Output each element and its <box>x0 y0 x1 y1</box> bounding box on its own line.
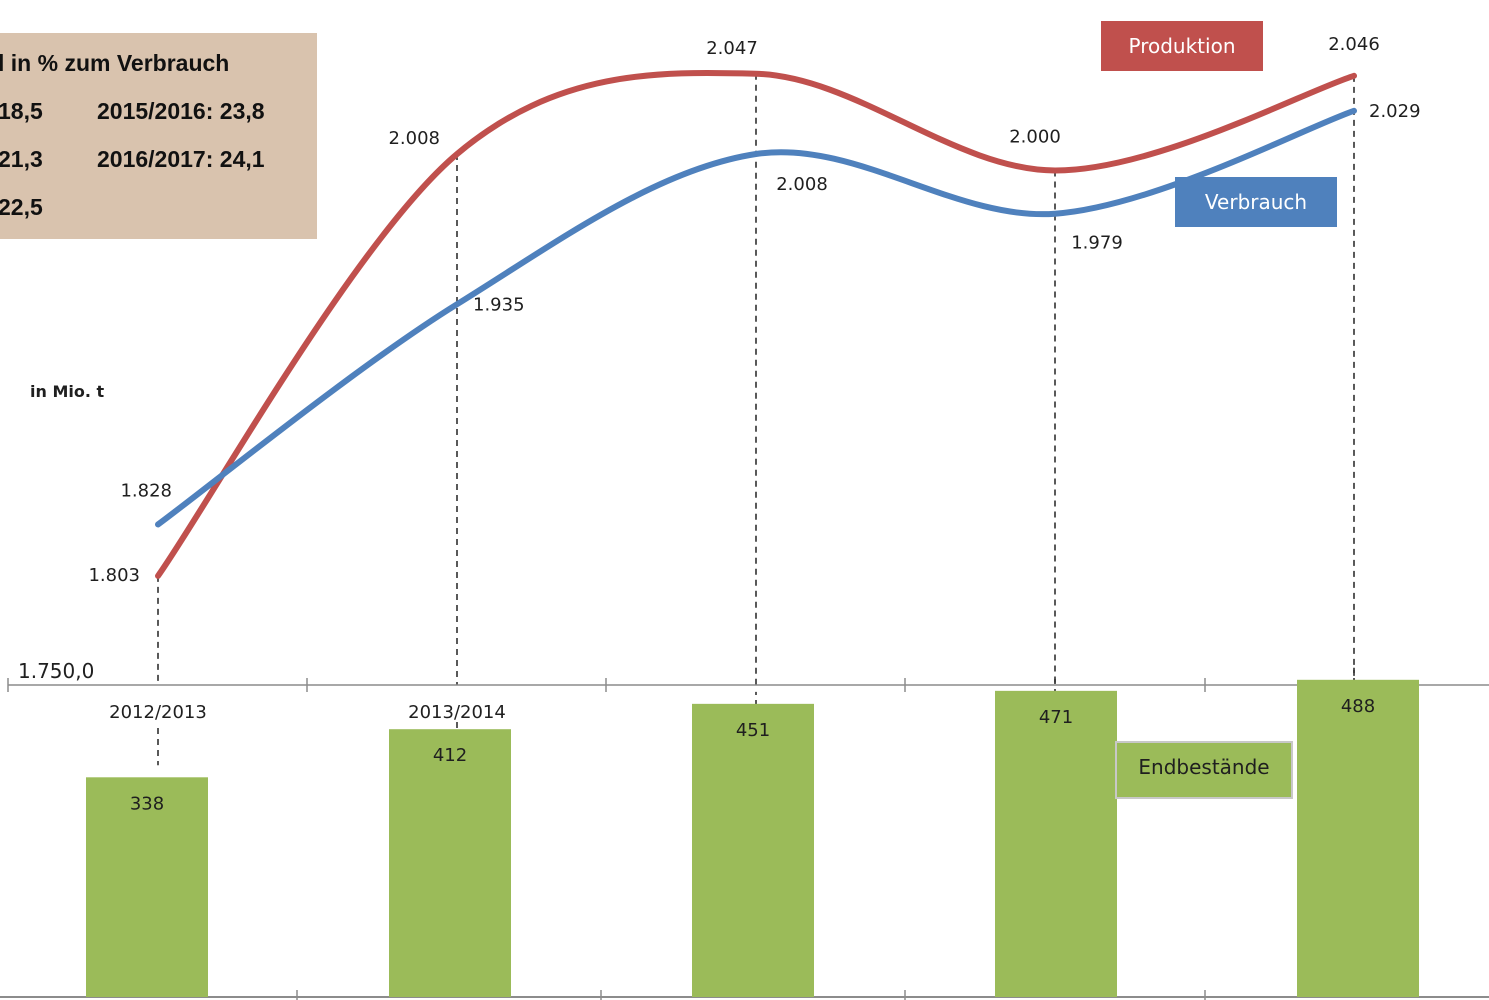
info-item-2014: 22,5 <box>0 194 43 220</box>
share-info-box: l in % zum Verbrauch 18,5 21,3 22,5 2015… <box>0 33 317 239</box>
data-label: 2.046 <box>1328 34 1380 55</box>
data-label: 1.803 <box>88 565 140 586</box>
legend-verbrauch: Verbrauch <box>1175 177 1337 227</box>
data-label: 2.000 <box>1009 126 1061 147</box>
info-box-title: l in % zum Verbrauch <box>0 50 230 76</box>
info-item-2012: 18,5 <box>0 98 43 124</box>
y-axis-label: in Mio. t <box>30 382 104 401</box>
info-item-2013: 21,3 <box>0 146 43 172</box>
data-label: 2.029 <box>1369 101 1421 122</box>
bar <box>389 729 511 997</box>
data-label: 2.047 <box>706 38 758 59</box>
data-label: 2.008 <box>776 174 828 195</box>
x-tick-label: 2012/2013 <box>109 702 207 723</box>
bar-label: 412 <box>433 745 467 766</box>
y-axis-min-label: 1.750,0 <box>18 659 94 683</box>
bar-label: 471 <box>1039 707 1073 728</box>
bar <box>86 777 208 997</box>
svg-text:Produktion: Produktion <box>1129 34 1236 58</box>
svg-text:Verbrauch: Verbrauch <box>1205 190 1307 214</box>
data-label: 2.008 <box>388 128 440 149</box>
bar <box>995 690 1117 997</box>
data-label: 1.979 <box>1071 233 1123 254</box>
x-tick-label: 2013/2014 <box>408 702 506 723</box>
bar-label: 338 <box>130 793 164 814</box>
info-item-2016: 2016/2017: 24,1 <box>97 146 265 172</box>
bar-label: 488 <box>1341 696 1375 717</box>
legend-produktion: Produktion <box>1101 21 1263 71</box>
legend-endbestaende: Endbestände <box>1115 741 1293 799</box>
data-label: 1.828 <box>120 480 172 501</box>
svg-text:Endbestände: Endbestände <box>1138 755 1269 779</box>
series-line-produktion <box>155 69 1357 579</box>
info-item-2015: 2015/2016: 23,8 <box>97 98 265 124</box>
data-label: 1.935 <box>473 294 525 315</box>
bar <box>692 703 814 997</box>
series-line-verbrauch <box>155 107 1357 528</box>
bar-label: 451 <box>736 720 770 741</box>
bar <box>1297 679 1419 997</box>
